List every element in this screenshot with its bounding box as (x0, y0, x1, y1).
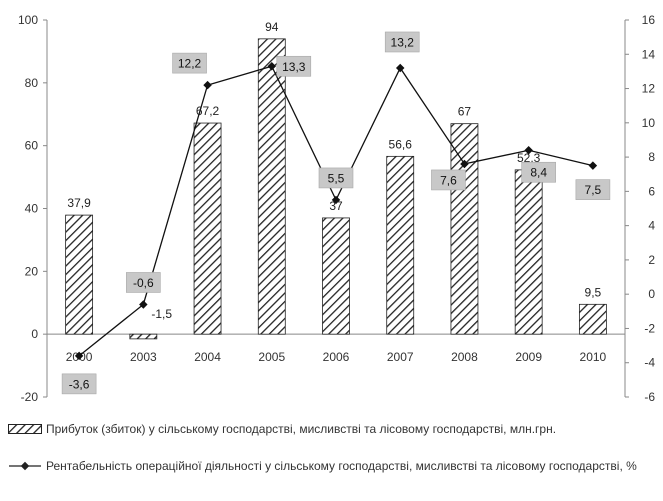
line-value-label: 5,5 (328, 171, 345, 185)
line-value-label: 13,2 (391, 35, 415, 49)
line-value-label: -3,6 (69, 377, 90, 391)
line-point-marker (139, 300, 148, 309)
bar-value-label: 67,2 (196, 104, 220, 118)
left-tick-label: -20 (21, 390, 39, 404)
x-tick-label: 2009 (515, 350, 542, 364)
bar (450, 123, 479, 335)
x-tick-label: 2010 (580, 350, 607, 364)
labels-layer: 37,9 -1,5 67,2 94 37 56,6 67 52,3 9,5 -3,6 -0,6 12,… (61, 20, 611, 395)
line-value-box (384, 31, 420, 53)
bar (386, 155, 415, 335)
line-value-label: 7,5 (585, 183, 602, 197)
line-value-label: -0,6 (133, 276, 154, 290)
bar (514, 169, 543, 335)
line-point-marker (267, 62, 277, 71)
bar (129, 333, 158, 340)
bar-value-label: 56,6 (389, 137, 413, 151)
line-value-label: 12,2 (178, 57, 202, 71)
x-tick-label: 2003 (130, 350, 157, 364)
right-tick-label: 4 (648, 219, 655, 233)
x-tick-label: 2006 (323, 350, 350, 364)
left-tick-label: 60 (25, 139, 39, 153)
x-tick-label: 2007 (387, 350, 414, 364)
line-value-box (431, 169, 466, 191)
line-point-marker (74, 351, 84, 361)
line-value-label: 13,3 (282, 60, 306, 74)
x-tick-label: 2004 (194, 350, 221, 364)
left-tick-label: 80 (25, 76, 39, 90)
bars-layer (65, 38, 607, 340)
legend-line-swatch (9, 461, 41, 471)
left-tick-label: 0 (31, 327, 38, 341)
line-value-box (276, 55, 312, 77)
line-value-box (172, 52, 207, 74)
line-layer (74, 62, 598, 361)
legend-bar-entry: Прибуток (збиток) у сільському господарс… (8, 422, 556, 436)
line-point-marker (395, 63, 405, 73)
line-value-box (318, 167, 354, 189)
left-tick-label: 20 (25, 264, 39, 278)
line-value-box (61, 373, 97, 395)
line-value-label: 8,4 (530, 166, 547, 180)
left-tick-label: 100 (18, 13, 38, 27)
right-tick-label: -4 (644, 356, 655, 370)
bar (65, 214, 94, 335)
bar-value-label: 52,3 (517, 151, 541, 165)
legend-line-label: Рентабельність операційної діяльності у … (46, 459, 637, 473)
legend-bar-label: Прибуток (збиток) у сільському господарс… (46, 422, 557, 436)
right-tick-label: -6 (644, 390, 655, 404)
bar-value-label: -1,5 (151, 307, 172, 321)
right-tick-label: 14 (642, 47, 656, 61)
line-point-marker (331, 195, 341, 205)
legend-line-entry: Рентабельність операційної діяльності у … (8, 458, 646, 475)
bar-value-label: 94 (265, 20, 279, 34)
line-point-marker (588, 161, 598, 170)
right-tick-label: 12 (642, 82, 656, 96)
x-tick-label: 2008 (451, 350, 478, 364)
bar-value-label: 9,5 (585, 285, 602, 299)
right-tick-label: 8 (648, 150, 655, 164)
line-point-marker (460, 159, 469, 169)
axes-layer: -20020406080100-6-4-20246810121416200020… (18, 13, 655, 404)
left-tick-label: 40 (25, 202, 39, 216)
right-tick-label: 0 (648, 287, 655, 301)
x-tick-label: 2005 (258, 350, 285, 364)
bar-value-label: 67 (458, 105, 472, 119)
right-tick-label: 10 (642, 116, 656, 130)
right-tick-label: 2 (648, 253, 655, 267)
line-point-marker (203, 80, 212, 90)
bar-value-label: 37 (329, 199, 343, 213)
line-value-label: 7,6 (440, 173, 457, 187)
line-value-box (126, 272, 161, 293)
right-tick-label: -2 (644, 321, 655, 335)
right-tick-label: 6 (648, 184, 655, 198)
bar (257, 38, 286, 335)
bar-value-label: 37,9 (67, 196, 91, 210)
line-value-box (575, 179, 611, 200)
legend-bar-swatch (8, 424, 42, 434)
bar (322, 217, 350, 335)
line-value-box (521, 161, 556, 183)
right-tick-label: 16 (642, 13, 656, 27)
bar (193, 122, 222, 335)
bar (578, 303, 607, 335)
